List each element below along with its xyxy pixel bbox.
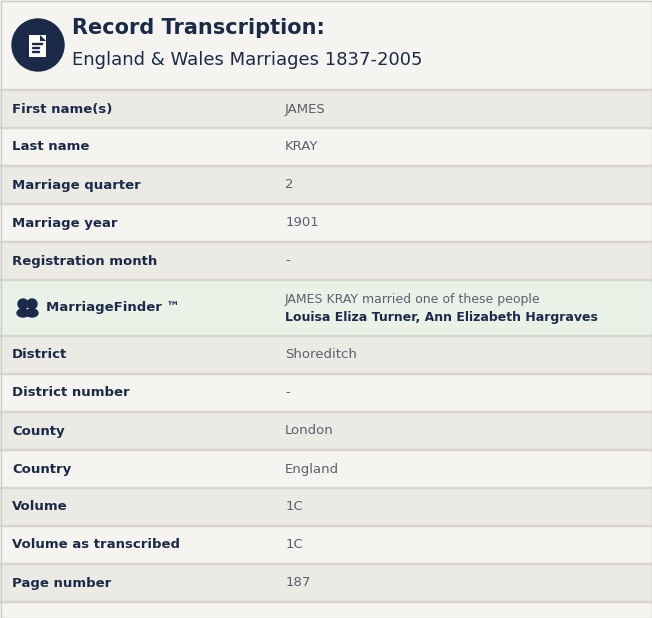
Text: Louisa Eliza Turner, Ann Elizabeth Hargraves: Louisa Eliza Turner, Ann Elizabeth Hargr… bbox=[285, 310, 598, 323]
Text: Record Transcription:: Record Transcription: bbox=[72, 18, 325, 38]
Bar bbox=[0, 525, 652, 526]
Bar bbox=[0, 450, 652, 488]
Polygon shape bbox=[40, 35, 46, 41]
Bar bbox=[32, 46, 39, 48]
Bar bbox=[0, 336, 652, 374]
Bar bbox=[32, 51, 39, 52]
Bar bbox=[0, 279, 652, 280]
Bar bbox=[0, 203, 652, 204]
Bar bbox=[0, 601, 652, 602]
Bar bbox=[0, 165, 652, 166]
Text: JAMES: JAMES bbox=[285, 103, 326, 116]
Text: Volume: Volume bbox=[12, 501, 68, 514]
Bar bbox=[0, 526, 652, 564]
Bar bbox=[0, 0, 652, 90]
Bar bbox=[0, 280, 652, 336]
Bar bbox=[0, 90, 652, 128]
Text: Marriage quarter: Marriage quarter bbox=[12, 179, 141, 192]
Text: 2: 2 bbox=[285, 179, 293, 192]
Ellipse shape bbox=[17, 309, 29, 317]
Bar bbox=[0, 242, 652, 280]
Text: First name(s): First name(s) bbox=[12, 103, 112, 116]
Text: Volume as transcribed: Volume as transcribed bbox=[12, 538, 180, 551]
Text: London: London bbox=[285, 425, 334, 438]
Bar bbox=[0, 411, 652, 412]
Text: 1C: 1C bbox=[285, 501, 303, 514]
Text: 187: 187 bbox=[285, 577, 310, 590]
Text: -: - bbox=[285, 255, 290, 268]
Bar bbox=[0, 166, 652, 204]
Text: Marriage year: Marriage year bbox=[12, 216, 117, 229]
Text: District number: District number bbox=[12, 386, 130, 399]
Text: Shoreditch: Shoreditch bbox=[285, 349, 357, 362]
Bar bbox=[0, 564, 652, 602]
Circle shape bbox=[18, 299, 28, 309]
Bar bbox=[0, 487, 652, 488]
Text: Registration month: Registration month bbox=[12, 255, 157, 268]
Text: JAMES KRAY married one of these people: JAMES KRAY married one of these people bbox=[285, 292, 541, 305]
Text: KRAY: KRAY bbox=[285, 140, 318, 153]
Ellipse shape bbox=[26, 309, 38, 317]
Bar bbox=[0, 374, 652, 412]
Bar bbox=[0, 488, 652, 526]
Text: 1C: 1C bbox=[285, 538, 303, 551]
FancyBboxPatch shape bbox=[29, 35, 46, 57]
Bar bbox=[0, 128, 652, 166]
Bar bbox=[32, 43, 42, 44]
Text: 1901: 1901 bbox=[285, 216, 319, 229]
Bar bbox=[0, 241, 652, 242]
Text: County: County bbox=[12, 425, 65, 438]
Bar bbox=[0, 373, 652, 374]
Bar bbox=[0, 127, 652, 128]
Text: MarriageFinder ™: MarriageFinder ™ bbox=[46, 302, 180, 315]
Text: -: - bbox=[285, 386, 290, 399]
Circle shape bbox=[12, 19, 64, 71]
Text: Country: Country bbox=[12, 462, 71, 475]
Bar bbox=[0, 204, 652, 242]
Text: Page number: Page number bbox=[12, 577, 111, 590]
Bar bbox=[0, 89, 652, 90]
Bar bbox=[0, 449, 652, 450]
Circle shape bbox=[27, 299, 37, 309]
Text: England & Wales Marriages 1837-2005: England & Wales Marriages 1837-2005 bbox=[72, 51, 422, 69]
Text: District: District bbox=[12, 349, 67, 362]
Bar bbox=[0, 412, 652, 450]
Text: Last name: Last name bbox=[12, 140, 89, 153]
Text: England: England bbox=[285, 462, 339, 475]
Bar bbox=[0, 335, 652, 336]
Bar bbox=[0, 563, 652, 564]
